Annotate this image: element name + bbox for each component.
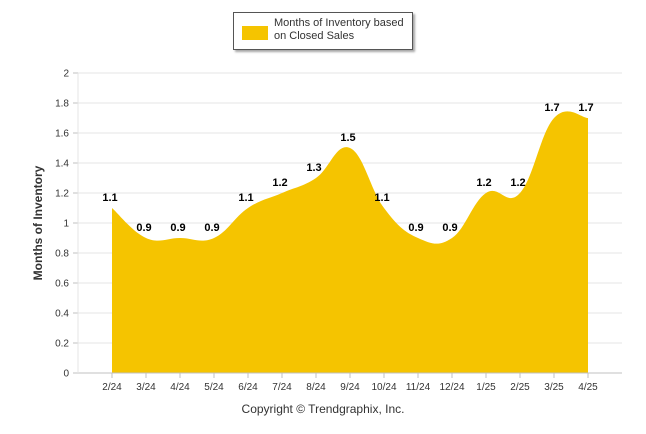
data-label: 1.7 [578, 102, 593, 114]
x-tick-label: 3/25 [544, 382, 564, 393]
chart-legend: Months of Inventory based on Closed Sale… [233, 12, 413, 50]
data-label: 0.9 [170, 222, 185, 234]
data-label: 1.2 [476, 177, 491, 189]
legend-label: Months of Inventory based on Closed Sale… [274, 17, 404, 42]
legend-swatch [242, 26, 268, 40]
y-tick-label: 1.4 [55, 159, 69, 170]
y-tick-label: 0.4 [55, 309, 69, 320]
copyright-text: Copyright © Trendgraphix, Inc. [241, 402, 405, 416]
x-tick-label: 7/24 [272, 382, 292, 393]
y-tick-label: 0.8 [55, 249, 69, 260]
data-label: 0.9 [442, 222, 457, 234]
data-label: 0.9 [136, 222, 151, 234]
data-label: 1.3 [306, 162, 321, 174]
x-tick-label: 11/24 [406, 382, 431, 393]
data-label: 0.9 [408, 222, 423, 234]
y-tick-label: 0 [63, 369, 69, 380]
y-tick-label: 0.6 [55, 279, 69, 290]
data-label: 1.1 [238, 192, 253, 204]
x-tick-label: 5/24 [204, 382, 224, 393]
y-tick-label: 1 [63, 219, 69, 230]
data-label: 1.2 [510, 177, 525, 189]
y-axis-title: Months of Inventory [31, 165, 45, 280]
x-tick-label: 12/24 [439, 382, 464, 393]
data-label: 1.5 [340, 132, 355, 144]
y-tick-label: 1.2 [55, 189, 69, 200]
x-tick-label: 2/24 [102, 382, 122, 393]
area-series [112, 111, 588, 373]
x-tick-label: 4/25 [578, 382, 598, 393]
y-tick-label: 1.6 [55, 129, 69, 140]
data-labels: 1.1 0.9 0.9 0.9 1.1 1.2 1.3 1.5 1.1 0.9 0.9 1.2 1.2 1… [102, 102, 593, 234]
data-label: 1.2 [272, 177, 287, 189]
x-tick-label: 4/24 [170, 382, 190, 393]
x-tick-label: 10/24 [371, 382, 396, 393]
data-label: 1.1 [374, 192, 389, 204]
y-tick-label: 2 [63, 69, 69, 80]
x-tick-label: 8/24 [306, 382, 326, 393]
area-fill [112, 111, 588, 373]
data-label: 0.9 [204, 222, 219, 234]
data-label: 1.1 [102, 192, 117, 204]
y-tick-label: 0.2 [55, 339, 69, 350]
x-tick-label: 1/25 [476, 382, 496, 393]
x-tick-label: 6/24 [238, 382, 258, 393]
x-tick-label: 3/24 [136, 382, 156, 393]
x-tick-label: 2/25 [510, 382, 530, 393]
y-tick-label: 1.8 [55, 99, 69, 110]
axes: 0 0.2 0.4 0.6 0.8 1 1.2 1.4 1.6 1.8 2 2/24 3/24 4/24 5… [55, 69, 622, 393]
x-tick-label: 9/24 [340, 382, 360, 393]
data-label: 1.7 [544, 102, 559, 114]
